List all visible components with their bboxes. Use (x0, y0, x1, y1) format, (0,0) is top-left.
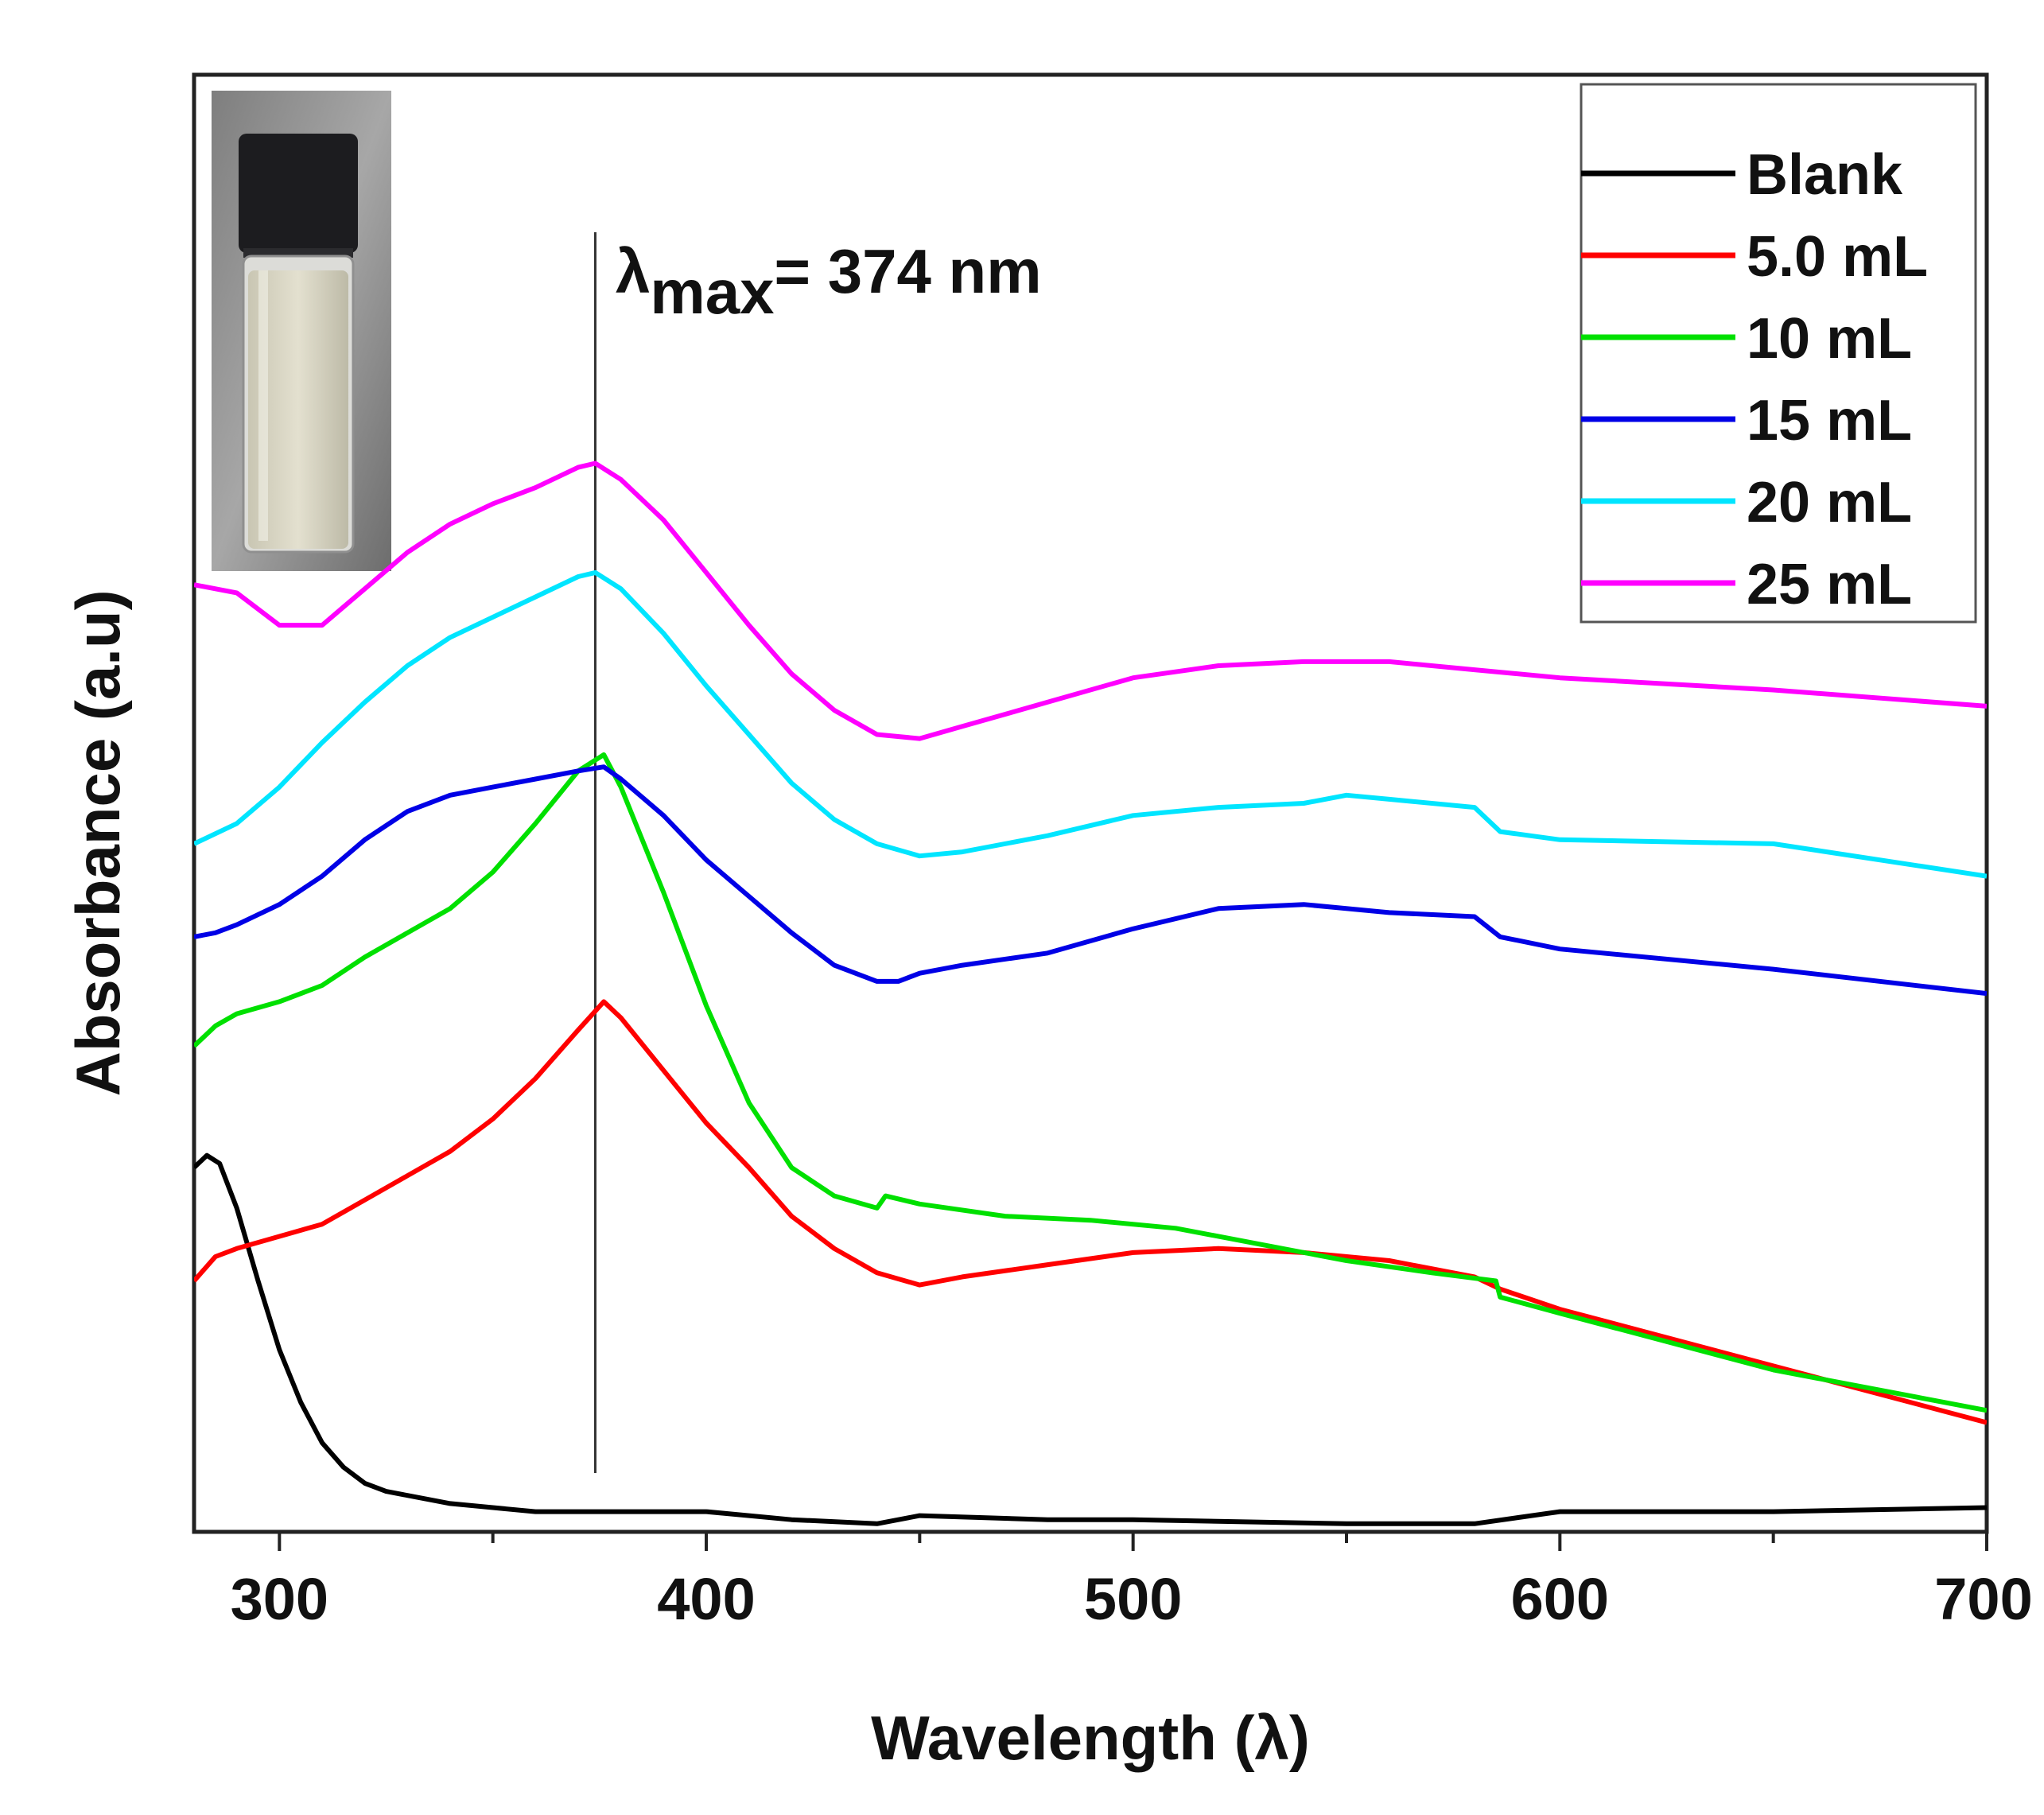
legend-label: 10 mL (1747, 307, 1912, 371)
x-tick-label: 700 (1934, 1566, 2032, 1632)
lambda-symbol: λ (616, 236, 650, 306)
x-tick-label: 400 (657, 1566, 755, 1632)
x-tick-label: 300 (231, 1566, 328, 1632)
series-group (194, 461, 1987, 1526)
lambda-subscript: max (650, 257, 774, 327)
plot-area-frame (192, 72, 1989, 1534)
x-tick-label: 500 (1084, 1566, 1182, 1632)
x-tick-label: 600 (1511, 1566, 1609, 1632)
series-line-10-ml (194, 752, 1987, 1413)
x-axis-ticks: 300 400 500 600 700 (231, 1532, 2033, 1632)
inset-vial-photo (212, 91, 391, 571)
legend-label: 15 mL (1747, 389, 1912, 453)
series-line-15-ml (194, 764, 1987, 997)
y-axis-label: Absorbance (a.u) (63, 589, 133, 1096)
lambda-max-annotation: λmax= 374 nm (616, 236, 1042, 327)
x-axis-label: Wavelength (λ) (871, 1703, 1310, 1773)
legend-label: Blank (1747, 143, 1903, 207)
legend-label: 5.0 mL (1747, 225, 1928, 289)
legend: Blank 5.0 mL 10 mL 15 mL 20 mL 25 mL (1580, 83, 1977, 624)
series-line-25-ml (194, 461, 1987, 741)
lambda-value: = 374 nm (775, 236, 1042, 306)
series-line-blank (194, 1152, 1987, 1526)
legend-label: 25 mL (1747, 553, 1912, 616)
series-line-5-0-ml (194, 999, 1987, 1425)
legend-label: 20 mL (1747, 471, 1912, 534)
series-line-20-ml (194, 569, 1987, 879)
